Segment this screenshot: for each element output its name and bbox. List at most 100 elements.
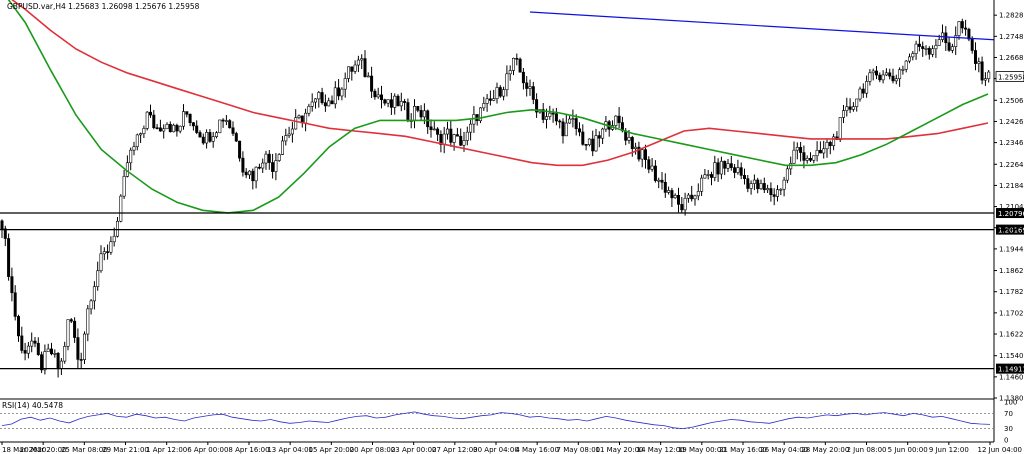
candle-body	[841, 110, 845, 118]
candle-body	[917, 43, 921, 47]
candle-body	[294, 117, 298, 130]
candle-body	[346, 66, 350, 79]
candle-body	[574, 118, 578, 130]
candle-body	[366, 75, 370, 78]
candle-body	[191, 122, 195, 127]
price-tick-label: 1.21840	[999, 182, 1024, 190]
time-tick-label: 23 Apr 00:00	[391, 446, 437, 454]
time-tick-label: 27 Apr 12:00	[432, 446, 478, 454]
candle-body	[683, 197, 687, 211]
candle-body	[914, 43, 918, 54]
rsi-line	[1, 411, 991, 430]
candle-body	[756, 179, 760, 190]
candle-body	[274, 160, 278, 172]
candle-body	[119, 195, 123, 222]
candle-body	[769, 188, 773, 195]
candle-body	[650, 165, 654, 170]
candle-body	[251, 170, 255, 182]
candle-body	[426, 110, 430, 128]
horizontal-level-label-bg	[996, 224, 1024, 235]
candle-body	[290, 128, 294, 135]
candle-body	[403, 101, 407, 103]
candle-body	[20, 335, 24, 351]
candle-body	[723, 160, 727, 169]
candle-body	[617, 115, 621, 123]
moving-average-green	[7, 0, 989, 214]
candle-body	[59, 360, 63, 369]
time-tick-label: 21 May 16:00	[719, 446, 767, 454]
candle-body	[686, 194, 690, 199]
candle-body	[353, 64, 357, 72]
candle-body	[254, 166, 258, 182]
price-tick-label: 1.21040	[999, 203, 1024, 211]
candle-body	[541, 109, 545, 120]
candle-body	[934, 45, 938, 50]
candle-body	[789, 163, 793, 170]
candle-body	[172, 124, 176, 133]
candle-body	[894, 78, 898, 82]
candle-body	[772, 194, 776, 197]
candle-body	[102, 251, 106, 255]
candle-body	[396, 95, 400, 107]
candle-body	[333, 87, 337, 105]
candle-body	[287, 133, 291, 136]
candle-body	[218, 119, 222, 134]
candle-body	[370, 75, 374, 92]
candle-body	[284, 135, 288, 142]
candle-body	[109, 241, 113, 253]
candle-body	[822, 148, 826, 154]
candle-body	[386, 99, 390, 104]
candle-body	[198, 132, 202, 138]
candle-body	[442, 133, 446, 145]
time-tick-label: 15 Apr 20:00	[309, 446, 355, 454]
candle-body	[228, 120, 232, 129]
candle-body	[436, 128, 440, 135]
candle-body	[7, 238, 11, 277]
time-tick-label: 5 Jun 00:00	[888, 446, 928, 454]
time-tick-label: 1 Apr 12:00	[146, 446, 187, 454]
horizontal-level-label-bg	[996, 208, 1024, 219]
candle-body	[267, 153, 271, 163]
horizontal-level-label-bg	[996, 363, 1024, 374]
candle-body	[898, 69, 902, 80]
candle-body	[970, 38, 974, 51]
candle-body	[627, 137, 631, 141]
candle-body	[700, 177, 704, 192]
candle-body	[360, 58, 364, 61]
candle-body	[205, 132, 209, 144]
candle-body	[439, 134, 443, 145]
candle-body	[825, 141, 829, 150]
candle-body	[587, 138, 591, 146]
candle-body	[746, 178, 750, 189]
candle-body	[313, 98, 317, 103]
candle-body	[947, 42, 951, 51]
candle-body	[643, 149, 647, 160]
candle-body	[261, 162, 265, 169]
candle-body	[828, 141, 832, 147]
candle-body	[983, 78, 987, 81]
candle-body	[597, 135, 601, 139]
trendline[interactable]	[529, 11, 995, 41]
candle-body	[865, 81, 869, 94]
candle-body	[775, 189, 779, 197]
candle-body	[416, 106, 420, 111]
last-price-label: 1.25958	[998, 74, 1024, 82]
price-tick-label: 1.24260	[999, 118, 1024, 126]
candle-body	[766, 188, 770, 191]
candle-body	[601, 128, 605, 139]
candle-body	[657, 179, 661, 182]
candle-body	[690, 194, 694, 200]
time-tick-label: 26 May 04:00	[760, 446, 808, 454]
candle-body	[188, 113, 192, 124]
candle-body	[726, 163, 730, 169]
candle-body	[139, 133, 143, 136]
candle-body	[634, 146, 638, 149]
price-tick-label: 1.26680	[999, 54, 1024, 62]
candle-body	[406, 102, 410, 122]
candle-body	[0, 220, 4, 230]
candle-body	[208, 132, 212, 142]
candle-body	[482, 103, 486, 109]
candle-body	[954, 35, 958, 47]
